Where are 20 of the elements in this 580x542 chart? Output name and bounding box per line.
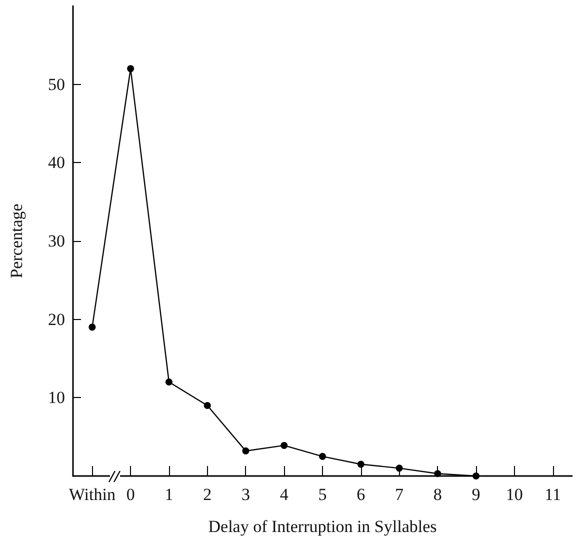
y-tick-label: 40 [48, 153, 65, 172]
y-tick-label: 10 [48, 388, 65, 408]
x-tick-label: 2 [203, 485, 212, 504]
x-tick-label: 9 [472, 485, 480, 504]
x-tick-label: 4 [280, 485, 289, 504]
x-axis-title: Delay of Interruption in Syllables [208, 517, 437, 536]
x-tick-label: 3 [241, 485, 250, 504]
y-axis-title: Percentage [7, 204, 26, 278]
y-tick-label: 20 [48, 310, 65, 329]
x-tick-label: 8 [433, 485, 442, 504]
x-tick-label: 10 [506, 485, 523, 504]
x-tick-label: Within [68, 485, 116, 504]
x-tick-label: 1 [164, 485, 174, 504]
x-tick-label: 7 [395, 485, 404, 504]
y-tick-label: 30 [48, 232, 65, 250]
x-tick-label: 11 [544, 485, 561, 504]
x-tick-label: 0 [126, 485, 135, 504]
x-tick-label: 5 [318, 485, 327, 504]
y-tick-label: 50 [48, 74, 65, 94]
x-tick-label: 6 [356, 485, 366, 504]
